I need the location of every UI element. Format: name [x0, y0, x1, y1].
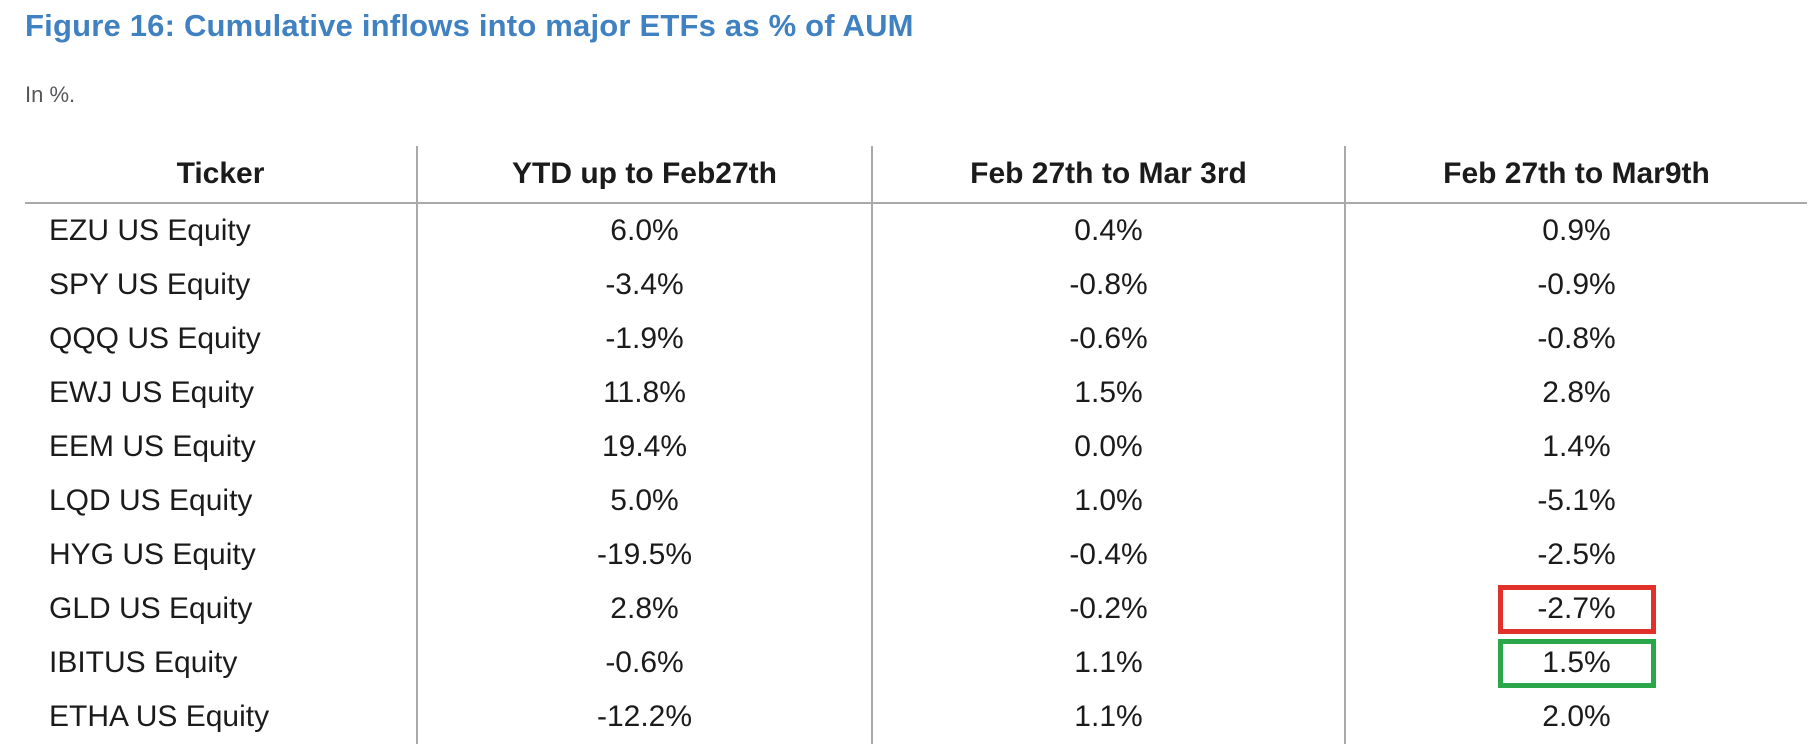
value-cell: 19.4% — [416, 420, 872, 474]
ticker-cell: SPY US Equity — [49, 268, 251, 301]
value-cell: 1.5% — [871, 366, 1345, 420]
value-cell: 2.0% — [1344, 690, 1807, 744]
ticker-cell: LQD US Equity — [49, 484, 253, 517]
value-cell: 1.1% — [871, 690, 1345, 744]
value-cell: 5.0% — [416, 474, 872, 528]
value-cell: -0.8% — [1344, 312, 1807, 366]
ticker-cell: IBITUS Equity — [49, 646, 238, 679]
table-row: SPY US Equity -3.4% -0.8% -0.9% — [25, 258, 1807, 312]
value-cell: 0.4% — [871, 203, 1345, 258]
value-cell: -19.5% — [416, 528, 872, 582]
ticker-cell: EWJ US Equity — [49, 376, 255, 409]
value-cell: -1.9% — [416, 312, 872, 366]
column-header-feb27-mar9: Feb 27th to Mar9th — [1344, 146, 1807, 204]
value-cell: 0.9% — [1344, 203, 1807, 258]
etf-inflows-table: Ticker YTD up to Feb27th Feb 27th to Mar… — [25, 146, 1807, 744]
figure-subtitle: In %. — [25, 82, 76, 107]
value-cell: -0.2% — [871, 582, 1345, 636]
value-cell: 0.0% — [871, 420, 1345, 474]
table-row: LQD US Equity 5.0% 1.0% -5.1% — [25, 474, 1807, 528]
table-header-row: Ticker YTD up to Feb27th Feb 27th to Mar… — [25, 146, 1807, 204]
table-row: ETHA US Equity -12.2% 1.1% 2.0% — [25, 690, 1807, 744]
value-cell: 2.8% — [416, 582, 872, 636]
ticker-cell: HYG US Equity — [49, 538, 256, 571]
ticker-cell: GLD US Equity — [49, 592, 253, 625]
table-row: EWJ US Equity 11.8% 1.5% 2.8% — [25, 366, 1807, 420]
column-header-ytd: YTD up to Feb27th — [416, 146, 872, 204]
value-cell: 1.0% — [871, 474, 1345, 528]
table-row-ibit: IBITUS Equity -0.6% 1.1% 1.5% — [25, 636, 1807, 690]
value-cell: -2.5% — [1344, 528, 1807, 582]
table-row-gld: GLD US Equity 2.8% -0.2% -2.7% — [25, 582, 1807, 636]
value-cell: -0.6% — [871, 312, 1345, 366]
ticker-cell: QQQ US Equity — [49, 322, 261, 355]
value-cell: -12.2% — [416, 690, 872, 744]
ticker-cell: ETHA US Equity — [49, 700, 270, 733]
value-cell: -0.4% — [871, 528, 1345, 582]
red-highlight-box: -2.7% — [1497, 584, 1656, 634]
value-cell: -2.7% — [1344, 582, 1807, 636]
value-cell: 1.1% — [871, 636, 1345, 690]
value-cell: -0.9% — [1344, 258, 1807, 312]
column-header-ticker: Ticker — [25, 146, 417, 204]
green-highlight-box: 1.5% — [1497, 638, 1656, 688]
table-row: QQQ US Equity -1.9% -0.6% -0.8% — [25, 312, 1807, 366]
value-cell: -3.4% — [416, 258, 872, 312]
column-header-feb27-mar3: Feb 27th to Mar 3rd — [871, 146, 1345, 204]
ticker-cell: EEM US Equity — [49, 430, 256, 463]
figure-title: Figure 16: Cumulative inflows into major… — [25, 8, 914, 43]
value-cell: 6.0% — [416, 203, 872, 258]
ticker-cell: EZU US Equity — [49, 214, 251, 247]
value-cell: 2.8% — [1344, 366, 1807, 420]
table-row: EEM US Equity 19.4% 0.0% 1.4% — [25, 420, 1807, 474]
value-cell: -5.1% — [1344, 474, 1807, 528]
table-row: EZU US Equity 6.0% 0.4% 0.9% — [25, 203, 1807, 258]
value-cell: 1.5% — [1344, 636, 1807, 690]
value-cell: -0.8% — [871, 258, 1345, 312]
table-row: HYG US Equity -19.5% -0.4% -2.5% — [25, 528, 1807, 582]
value-cell: 11.8% — [416, 366, 872, 420]
value-cell: 1.4% — [1344, 420, 1807, 474]
value-cell: -0.6% — [416, 636, 872, 690]
